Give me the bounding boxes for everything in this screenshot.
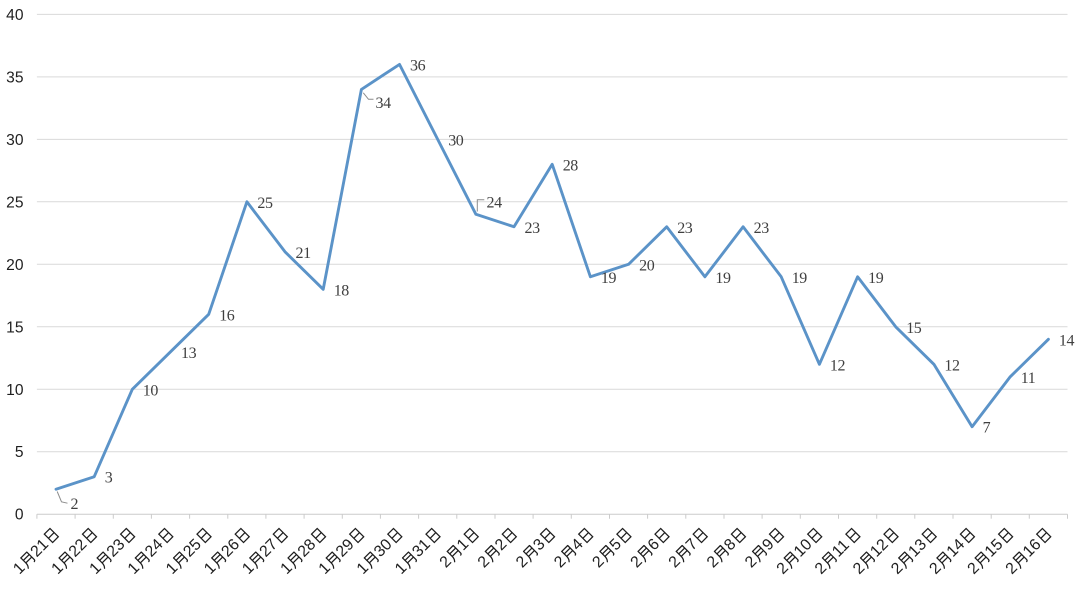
svg-text:3: 3 xyxy=(105,470,113,487)
svg-text:23: 23 xyxy=(677,220,693,237)
svg-text:36: 36 xyxy=(410,57,426,74)
svg-text:2: 2 xyxy=(71,496,79,513)
svg-text:20: 20 xyxy=(6,257,24,274)
svg-text:23: 23 xyxy=(525,220,541,237)
svg-text:19: 19 xyxy=(868,270,884,287)
svg-text:10: 10 xyxy=(143,382,159,399)
svg-text:40: 40 xyxy=(6,7,24,24)
svg-text:18: 18 xyxy=(334,282,350,299)
svg-text:20: 20 xyxy=(639,257,655,274)
svg-text:12: 12 xyxy=(944,357,960,374)
svg-text:0: 0 xyxy=(15,507,24,524)
svg-text:14: 14 xyxy=(1059,332,1075,349)
svg-text:35: 35 xyxy=(6,69,24,86)
svg-text:24: 24 xyxy=(487,195,503,212)
svg-text:30: 30 xyxy=(6,132,24,149)
svg-text:34: 34 xyxy=(376,95,392,112)
svg-text:19: 19 xyxy=(792,270,808,287)
svg-text:30: 30 xyxy=(448,132,464,149)
svg-text:19: 19 xyxy=(601,270,617,287)
svg-text:7: 7 xyxy=(983,420,991,437)
svg-text:5: 5 xyxy=(15,444,24,461)
svg-text:25: 25 xyxy=(257,195,273,212)
svg-text:16: 16 xyxy=(219,307,235,324)
svg-text:28: 28 xyxy=(563,157,579,174)
svg-text:23: 23 xyxy=(754,220,770,237)
svg-text:11: 11 xyxy=(1021,370,1036,387)
svg-text:12: 12 xyxy=(830,357,846,374)
svg-text:13: 13 xyxy=(181,345,197,362)
svg-text:10: 10 xyxy=(6,382,24,399)
svg-text:15: 15 xyxy=(906,320,922,337)
svg-text:15: 15 xyxy=(6,319,24,336)
svg-text:21: 21 xyxy=(296,245,312,262)
svg-text:25: 25 xyxy=(6,194,24,211)
svg-text:19: 19 xyxy=(715,270,731,287)
